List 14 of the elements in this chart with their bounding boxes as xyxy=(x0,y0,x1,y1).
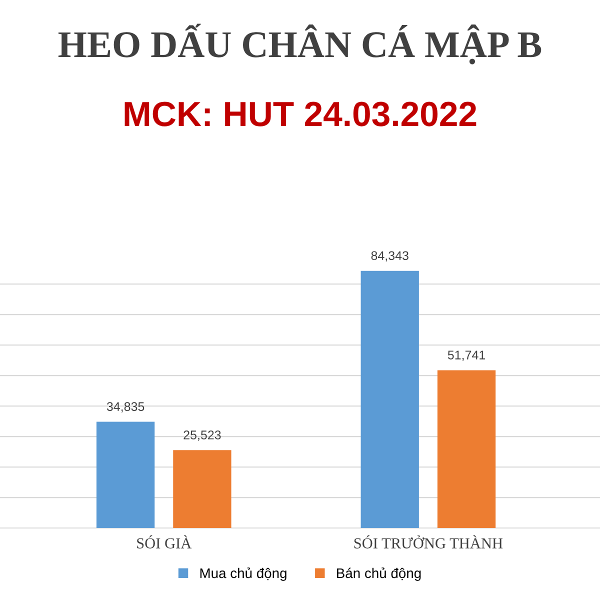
x-tick-label: SÓI GIÀ xyxy=(137,535,192,548)
chart-subtitle: MCK: HUT 24.03.2022 xyxy=(124,102,476,126)
data-label: 51,741 xyxy=(448,350,486,361)
data-label: 84,343 xyxy=(371,251,408,262)
bar xyxy=(96,422,155,528)
x-tick-label: SÓI TRƯỞNG THÀNH xyxy=(354,535,503,548)
bar xyxy=(437,370,496,528)
bar xyxy=(173,450,232,528)
data-label: 25,523 xyxy=(184,430,221,441)
data-label: 34,835 xyxy=(106,402,144,412)
bar xyxy=(360,270,419,528)
chart-title: HEO DẤU CHÂN CÁ MẬP B xyxy=(58,24,542,64)
legend-label: Bán chủ động xyxy=(337,568,421,581)
legend-label: Mua chủ động xyxy=(200,568,286,581)
